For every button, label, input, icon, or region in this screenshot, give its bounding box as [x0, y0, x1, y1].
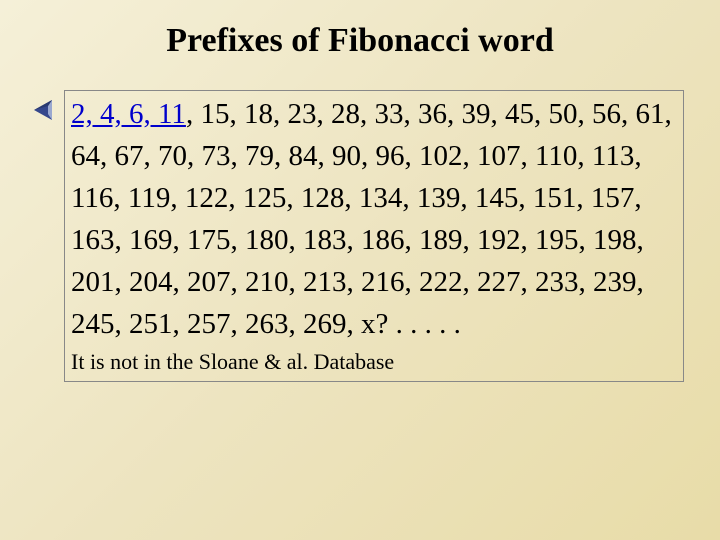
sequence-link[interactable]: 2, 4, 6, 11 — [71, 98, 186, 130]
triangle-bullet-icon — [28, 96, 56, 124]
sequence-text: 2, 4, 6, 11, 15, 18, 23, 28, 33, 36, 39,… — [71, 93, 677, 345]
content-row: 2, 4, 6, 11, 15, 18, 23, 28, 33, 36, 39,… — [0, 90, 720, 382]
footnote-text: It is not in the Sloane & al. Database — [71, 349, 677, 375]
body-box: 2, 4, 6, 11, 15, 18, 23, 28, 33, 36, 39,… — [64, 90, 684, 382]
sequence-rest: , 15, 18, 23, 28, 33, 36, 39, 45, 50, 56… — [71, 98, 672, 340]
slide-title: Prefixes of Fibonacci word — [0, 0, 720, 90]
